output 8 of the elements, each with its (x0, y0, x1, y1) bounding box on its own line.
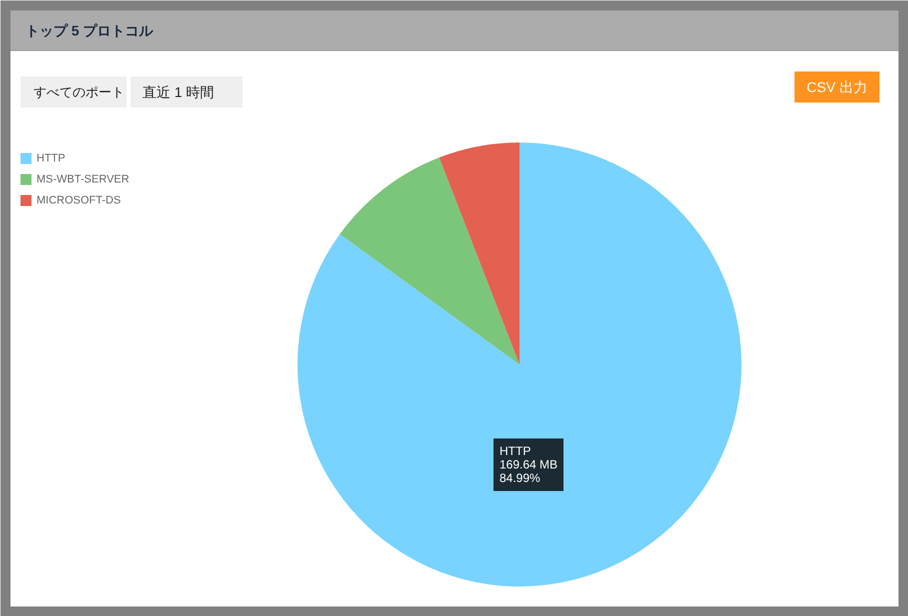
text: CSV 出力 (806, 79, 868, 95)
chart-title: トップ 5 プロトコル (26, 22, 154, 38)
legend-label: HTTP (36, 152, 66, 164)
legend-label: MS-WBT-SERVER (36, 174, 130, 186)
legend-label: MICROSOFT-DS (36, 194, 121, 206)
text: 直近 1 時間 (142, 84, 214, 100)
text: すべてのポート (34, 84, 124, 100)
data-label: HTTP 169.64 MB 84.99% (500, 444, 558, 485)
